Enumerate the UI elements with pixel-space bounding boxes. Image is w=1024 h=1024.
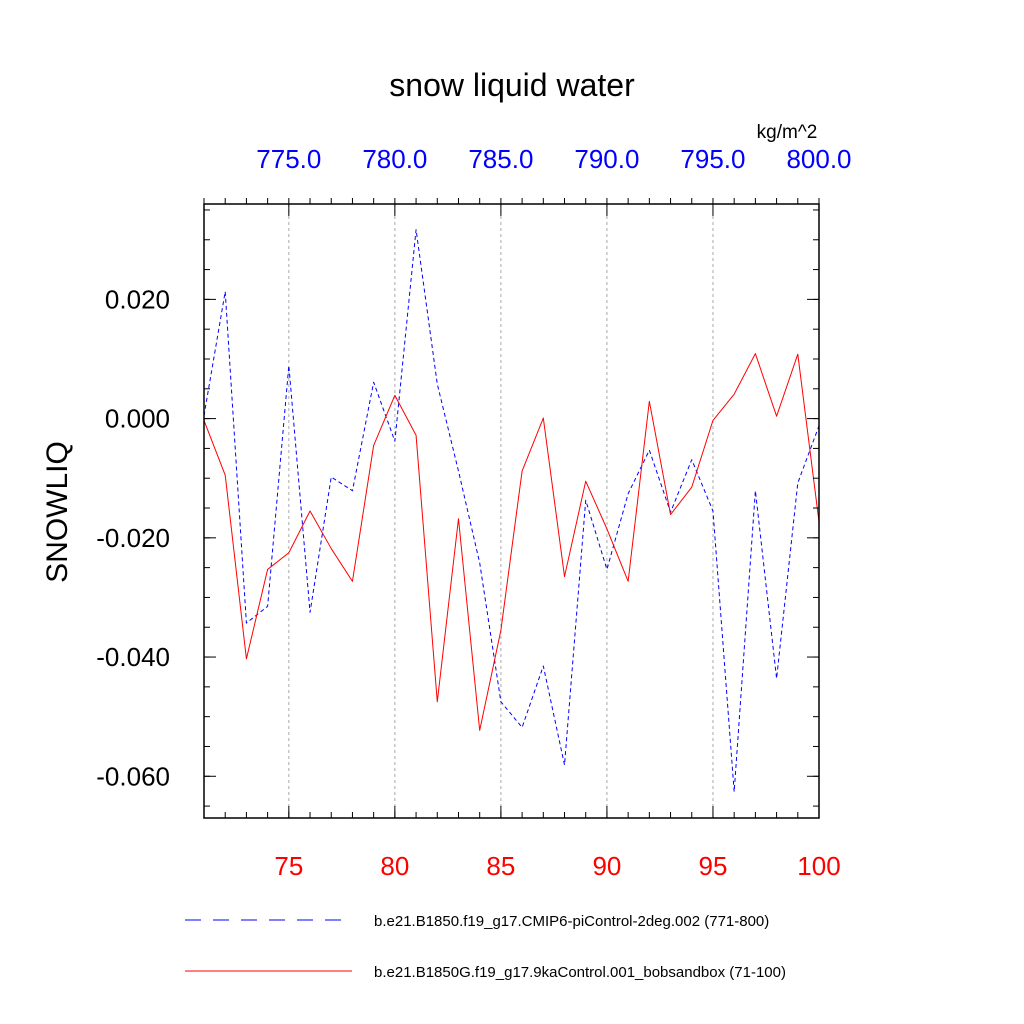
legend: b.e21.B1850.f19_g17.CMIP6-piControl-2deg… <box>185 913 786 981</box>
legend-label-9ka: b.e21.B1850G.f19_g17.9kaControl.001_bobs… <box>374 964 786 981</box>
y-axis-label: SNOWLIQ <box>41 441 74 583</box>
series-line-9ka <box>203 353 820 731</box>
y-tick-label: -0.040 <box>96 642 170 672</box>
x-tick-label-top: 795.0 <box>680 144 745 174</box>
chart-title: snow liquid water <box>389 67 635 103</box>
units-label: kg/m^2 <box>757 122 818 143</box>
y-tick-label: 0.020 <box>105 284 170 314</box>
y-tick-label: 0.000 <box>105 404 170 434</box>
x-tick-label-bottom: 100 <box>797 851 840 881</box>
x-tick-label-top: 785.0 <box>468 144 533 174</box>
legend-label-cmip6: b.e21.B1850.f19_g17.CMIP6-piControl-2deg… <box>374 913 769 930</box>
series-line-cmip6 <box>203 229 820 793</box>
x-tick-label-bottom: 90 <box>592 851 621 881</box>
series-group <box>203 229 820 793</box>
x-tick-label-top: 780.0 <box>362 144 427 174</box>
y-tick-label: -0.060 <box>96 761 170 791</box>
tick-labels: 75 80 85 90 95 100 775.0 780.0 785.0 790.0 795.0 80… <box>96 144 851 881</box>
x-tick-label-top: 790.0 <box>574 144 639 174</box>
x-tick-label-top: 775.0 <box>256 144 321 174</box>
x-tick-label-bottom: 80 <box>380 851 409 881</box>
ticks <box>203 198 820 818</box>
y-tick-label: -0.020 <box>96 523 170 553</box>
grid <box>288 204 714 818</box>
x-tick-label-bottom: 85 <box>486 851 515 881</box>
x-tick-label-bottom: 95 <box>699 851 728 881</box>
x-tick-label-top: 800.0 <box>786 144 851 174</box>
x-tick-label-bottom: 75 <box>274 851 303 881</box>
plot-frame <box>203 203 820 819</box>
